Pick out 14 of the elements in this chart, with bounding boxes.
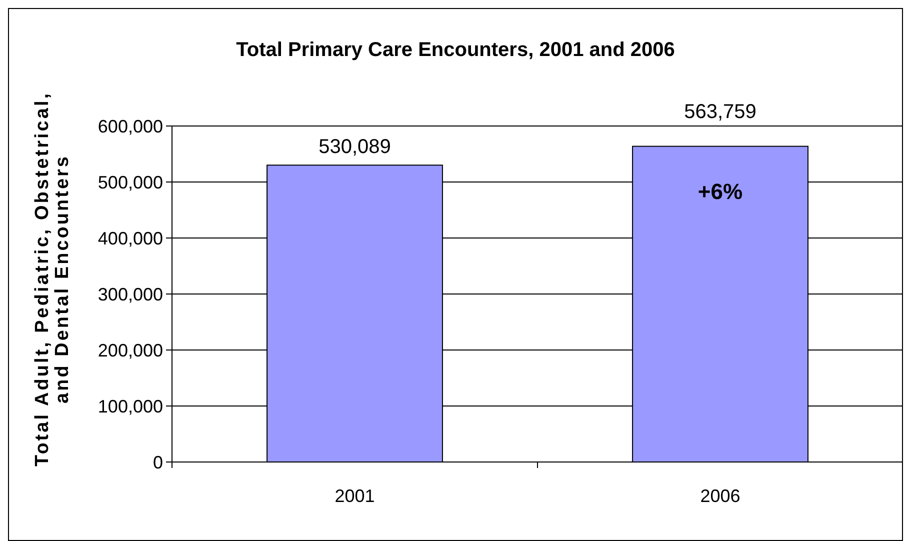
annotation: +6% (698, 178, 743, 204)
y-axis-title: Total Adult, Pediatric, Obstetrical, and Dental Encounters (32, 92, 73, 466)
y-tick-label: 200,000 (98, 340, 163, 360)
x-tick-label: 2001 (334, 486, 375, 506)
data-label: 530,089 (318, 136, 391, 158)
y-tick-label: 0 (152, 452, 163, 472)
x-tick-label: 2006 (700, 486, 740, 506)
y-tick-label: 100,000 (98, 396, 163, 416)
y-tick-label: 300,000 (98, 284, 163, 304)
chart-title: Total Primary Care Encounters, 2001 and 2006 (236, 39, 675, 61)
data-label: 563,759 (684, 101, 756, 123)
y-tick-label: 400,000 (98, 228, 163, 248)
y-tick-label: 600,000 (98, 116, 163, 136)
y-tick-label: 500,000 (98, 172, 163, 192)
